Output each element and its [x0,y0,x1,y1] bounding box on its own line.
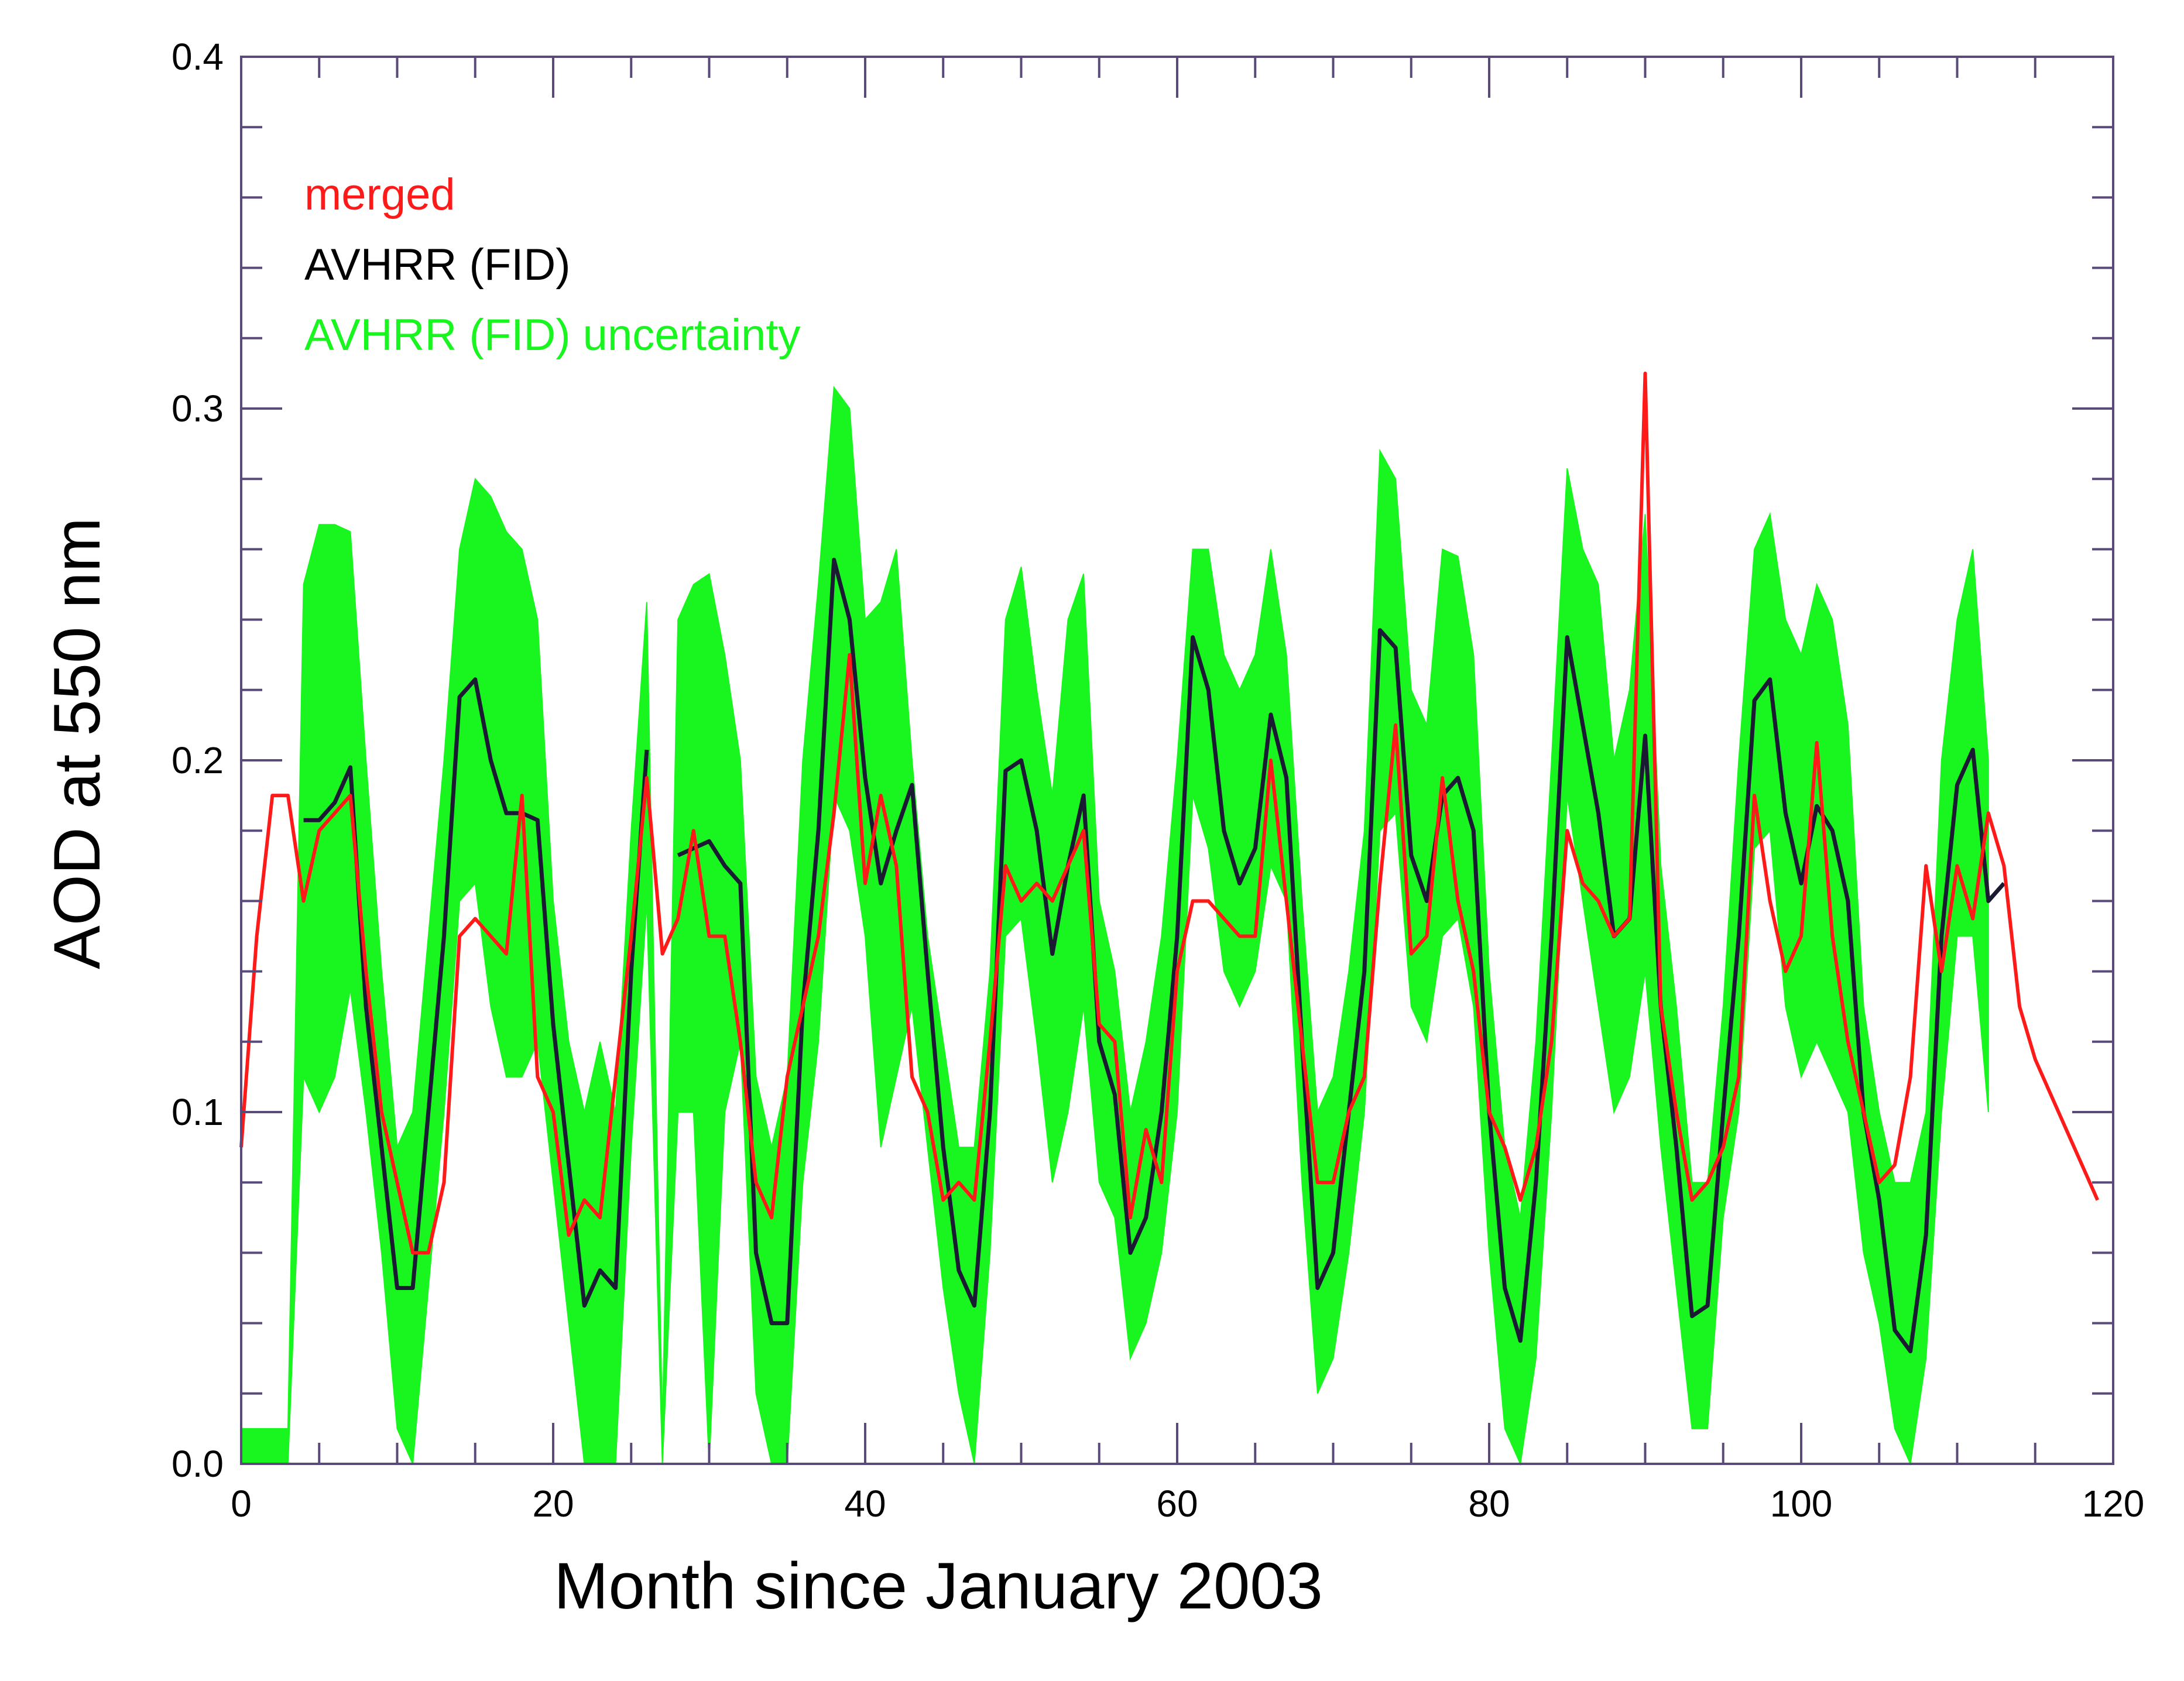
series-layer [239,371,2100,1354]
x-tick-label: 0 [231,1483,252,1525]
x-tick-label: 60 [1156,1483,1198,1525]
y-tick-label: 0.0 [172,1443,224,1485]
legend-entry-merged: merged [304,170,455,219]
y-tick-label: 0.3 [172,387,224,430]
x-tick-label: 20 [532,1483,574,1525]
axes-layer [240,56,2114,1465]
y-tick-label: 0.2 [172,739,224,781]
y-axis-title: AOD at 550 nm [40,517,114,969]
x-tick-label: 100 [1770,1483,1833,1525]
tick-label-layer: 0.0 0.1 0.2 0.3 0.4 0 20 40 60 80 100 120 [172,36,2144,1525]
y-tick-label: 0.4 [172,36,224,78]
uncertainty-band-layer [241,386,1989,1466]
legend: merged AVHRR (FID) AVHRR (FID) uncertain… [304,170,800,360]
uncertainty-band [241,386,1989,1466]
series-line-merged [239,371,2100,1255]
x-tick-label: 80 [1468,1483,1510,1525]
x-axis-title: Month since January 2003 [554,1549,1323,1622]
y-tick-label: 0.1 [172,1091,224,1133]
legend-entry-uncertainty: AVHRR (FID) uncertainty [304,310,800,360]
legend-entry-avhrr: AVHRR (FID) [304,240,571,290]
x-tick-label: 40 [844,1483,886,1525]
x-tick-label: 120 [2082,1483,2145,1525]
